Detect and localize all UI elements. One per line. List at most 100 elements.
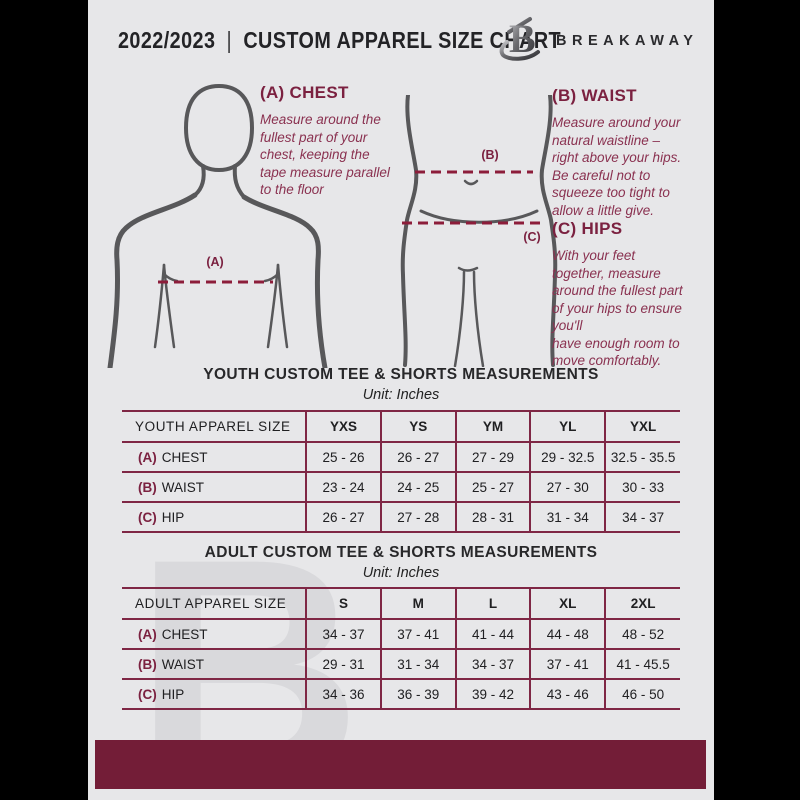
table-row: (C) HIP 34 - 36 36 - 39 39 - 42 43 - 46 4…: [122, 678, 680, 710]
adult-table-title: ADULT CUSTOM TEE & SHORTS MEASUREMENTS: [204, 544, 598, 561]
row-label-cell: (A) CHEST: [122, 441, 307, 472]
size-chart-page: 2022/2023 | CUSTOM APPAREL SIZE CHART B BR…: [88, 0, 714, 800]
row-label: CHEST: [161, 626, 208, 642]
value-cell: 32.5 - 35.5: [604, 441, 680, 472]
value-cell: 41 - 44: [454, 618, 531, 649]
size-column-header: YL: [529, 410, 606, 442]
youth-table-unit: Unit: Inches: [362, 387, 440, 403]
youth-size-table: YOUTH APPAREL SIZE YXS YS YM YL YXL (A) C…: [122, 410, 680, 533]
value-cell: 36 - 39: [379, 678, 456, 710]
hip-line-label: (C): [523, 230, 541, 244]
row-label-cell: (B) WAIST: [122, 471, 307, 502]
chest-guide-heading: (A) CHEST: [260, 83, 349, 102]
youth-table-title: YOUTH CUSTOM TEE & SHORTS MEASUREMENTS: [203, 366, 599, 383]
value-cell: 48 - 52: [604, 618, 680, 649]
row-key: (B): [138, 656, 157, 672]
size-column-header: YS: [379, 410, 456, 442]
table-header-row: ADULT APPAREL SIZE S M L XL 2XL: [122, 587, 680, 619]
value-cell: 25 - 26: [305, 441, 381, 472]
size-column-header: 2XL: [604, 587, 680, 619]
value-cell: 31 - 34: [379, 648, 456, 679]
figure-right-side: [539, 95, 558, 367]
table-row: (B) WAIST 29 - 31 31 - 34 34 - 37 37 - 41…: [122, 648, 680, 679]
lower-body-figure: [400, 95, 558, 367]
value-cell: 37 - 41: [529, 648, 606, 679]
row-label: HIP: [161, 686, 185, 702]
row-label: WAIST: [161, 479, 204, 495]
figure-right-arm: [241, 194, 328, 368]
figure-left-arm: [107, 192, 198, 368]
row-label: CHEST: [161, 449, 208, 465]
hips-guide-heading: (C) HIPS: [552, 219, 623, 238]
size-column-header: L: [454, 587, 531, 619]
chest-guide: (A) CHEST Measure around the fullest par…: [260, 83, 440, 199]
size-column-header: YXS: [305, 410, 381, 442]
row-label-cell: (B) WAIST: [122, 648, 307, 679]
navel: [463, 179, 479, 186]
value-cell: 27 - 30: [529, 471, 606, 502]
row-key: (C): [138, 509, 157, 525]
figure-left-side: [400, 95, 419, 367]
size-column-header: YXL: [604, 410, 680, 442]
row-label-cell: (C) HIP: [122, 501, 307, 533]
table-row: (B) WAIST 23 - 24 24 - 25 25 - 27 27 - 30…: [122, 471, 680, 502]
row-key: (A): [138, 626, 157, 642]
title-divider: |: [226, 27, 233, 53]
value-cell: 27 - 29: [454, 441, 531, 472]
value-cell: 41 - 45.5: [604, 648, 680, 679]
value-cell: 34 - 37: [604, 501, 680, 533]
value-cell: 30 - 33: [604, 471, 680, 502]
chest-line-label: (A): [206, 255, 224, 269]
waist-guide-heading: (B) WAIST: [552, 86, 637, 105]
waist-guide: (B) WAIST Measure around your natural wa…: [552, 86, 712, 219]
row-key: (A): [138, 449, 157, 465]
waist-guide-text: Measure around your natural waistline – …: [552, 115, 682, 218]
value-cell: 46 - 50: [604, 678, 680, 710]
table-row: (A) CHEST 34 - 37 37 - 41 41 - 44 44 - 48…: [122, 618, 680, 649]
size-column-header: S: [305, 587, 381, 619]
size-label-cell: ADULT APPAREL SIZE: [122, 587, 307, 619]
figure-head: [183, 83, 255, 173]
season-year: 2022/2023: [118, 27, 216, 53]
value-cell: 34 - 37: [305, 618, 381, 649]
svg-text:B: B: [509, 16, 536, 61]
hips-guide: (C) HIPS With your feet together, measur…: [552, 219, 714, 370]
row-label: WAIST: [161, 656, 204, 672]
adult-size-table: ADULT APPAREL SIZE S M L XL 2XL (A) CHEST…: [122, 587, 680, 710]
value-cell: 34 - 37: [454, 648, 531, 679]
row-key: (C): [138, 686, 157, 702]
row-key: (B): [138, 479, 157, 495]
value-cell: 26 - 27: [305, 501, 381, 533]
value-cell: 25 - 27: [454, 471, 531, 502]
value-cell: 27 - 28: [379, 501, 456, 533]
footer-accent-bar: [95, 740, 706, 789]
upper-body-figure: [107, 83, 328, 368]
brand-name: BREAKAWAY: [556, 33, 699, 49]
table-header-row: YOUTH APPAREL SIZE YXS YS YM YL YXL: [122, 410, 680, 442]
value-cell: 28 - 31: [454, 501, 531, 533]
value-cell: 24 - 25: [379, 471, 456, 502]
value-cell: 31 - 34: [529, 501, 606, 533]
chest-guide-text: Measure around the fullest part of your …: [260, 112, 390, 198]
value-cell: 34 - 36: [305, 678, 381, 710]
table-row: (A) CHEST 25 - 26 26 - 27 27 - 29 29 - 32…: [122, 441, 680, 472]
value-cell: 26 - 27: [379, 441, 456, 472]
value-cell: 23 - 24: [305, 471, 381, 502]
hip-curve: [419, 209, 539, 224]
table-row: (C) HIP 26 - 27 27 - 28 28 - 31 31 - 34 3…: [122, 501, 680, 533]
row-label: HIP: [161, 509, 185, 525]
value-cell: 43 - 46: [529, 678, 606, 710]
value-cell: 37 - 41: [379, 618, 456, 649]
size-column-header: XL: [529, 587, 606, 619]
value-cell: 39 - 42: [454, 678, 531, 710]
value-cell: 44 - 48: [529, 618, 606, 649]
size-column-header: YM: [454, 410, 531, 442]
hips-guide-text: With your feet together, measure around …: [552, 248, 683, 369]
breakaway-logo-icon: B: [499, 16, 540, 61]
adult-table-unit: Unit: Inches: [362, 565, 440, 581]
value-cell: 29 - 32.5: [529, 441, 606, 472]
row-label-cell: (C) HIP: [122, 678, 307, 710]
value-cell: 29 - 31: [305, 648, 381, 679]
size-column-header: M: [379, 587, 456, 619]
